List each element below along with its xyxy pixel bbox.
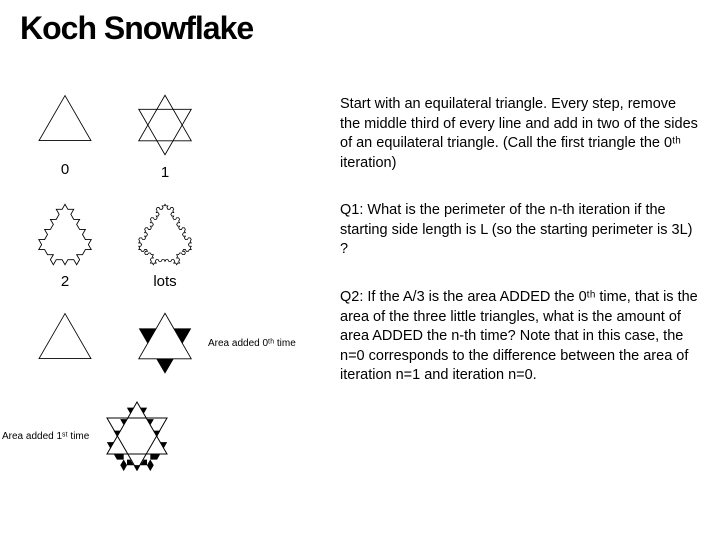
figure-plain-triangle: [30, 311, 100, 375]
text-panel: Start with an equilateral triangle. Ever…: [340, 95, 700, 414]
intro-paragraph: Start with an equilateral triangle. Ever…: [340, 95, 700, 173]
figure-label: 1: [161, 164, 169, 181]
star-solid-tips-icon: [130, 308, 200, 378]
triangle-icon: [30, 93, 100, 157]
figure-label: 2: [61, 273, 69, 290]
figure-row: Area added 1ˢᵗ time: [30, 396, 330, 476]
figure-iter-2: 2: [30, 199, 100, 290]
koch-lots-icon: [130, 199, 200, 269]
figure-iter-1: 1: [130, 90, 200, 181]
page-title: Koch Snowflake: [20, 10, 253, 47]
star-icon: [130, 90, 200, 160]
figure-area-added-0: Area added 0ᵗʰ time: [130, 308, 296, 378]
figure-row: 2 lots: [30, 199, 330, 290]
figure-panel: 0 1 2 lots: [30, 90, 330, 494]
triangle-icon: [30, 311, 100, 375]
koch2-solid-tips-icon: [97, 396, 177, 476]
figure-label: lots: [153, 273, 176, 290]
question-2: Q2: If the A/3 is the area ADDED the 0ᵗʰ…: [340, 288, 700, 386]
figure-row: Area added 0ᵗʰ time: [30, 308, 330, 378]
figure-area-added-1: Area added 1ˢᵗ time: [2, 396, 177, 476]
figure-iter-0: 0: [30, 93, 100, 178]
figure-caption: Area added 1ˢᵗ time: [2, 431, 89, 442]
figure-label: 0: [61, 161, 69, 178]
figure-iter-lots: lots: [130, 199, 200, 290]
figure-row: 0 1: [30, 90, 330, 181]
question-1: Q1: What is the perimeter of the n-th it…: [340, 201, 700, 260]
koch2-icon: [30, 199, 100, 269]
figure-caption: Area added 0ᵗʰ time: [208, 338, 296, 349]
